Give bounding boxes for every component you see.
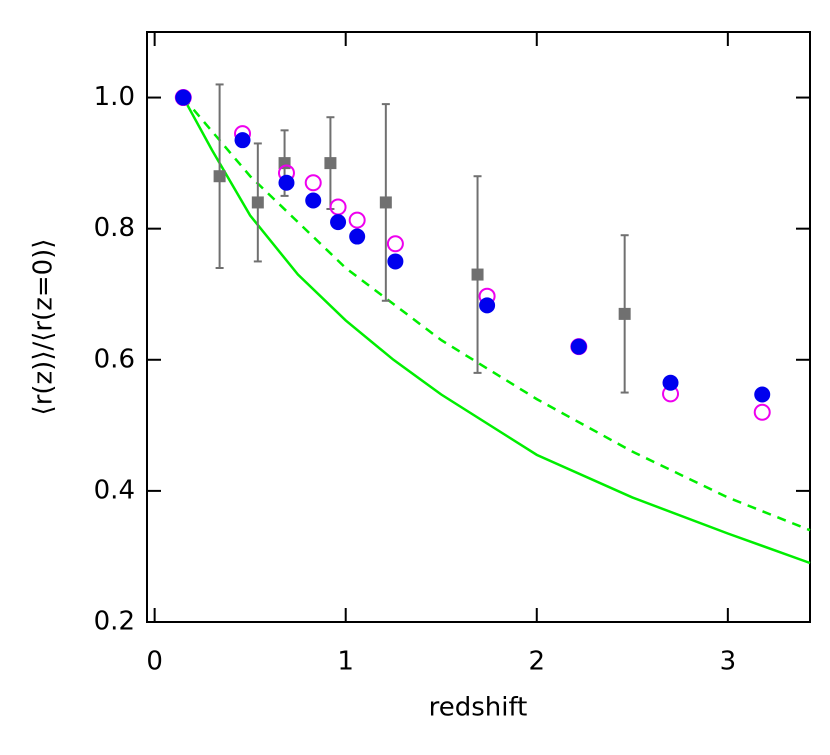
y-tick-label: 0.8: [94, 213, 135, 243]
filled-marker: [234, 132, 251, 149]
filled-marker: [305, 192, 322, 209]
open-marker: [753, 403, 771, 421]
open-marker: [348, 211, 366, 229]
square-marker: [379, 196, 392, 209]
filled-marker: [175, 89, 192, 106]
y-tick-label: 1.0: [94, 82, 135, 112]
square-marker: [213, 170, 226, 183]
y-axis-label: ⟨r(z)⟩/⟨r(z=0)⟩: [29, 239, 59, 416]
x-tick-label: 1: [337, 647, 354, 677]
square-marker: [324, 157, 337, 170]
x-tick-label: 2: [529, 647, 546, 677]
model-curve: [182, 96, 811, 565]
x-tick-label: 3: [720, 647, 737, 677]
square-marker: [618, 307, 631, 320]
open-marker: [304, 174, 322, 192]
filled-marker: [570, 338, 587, 355]
y-tick-label: 0.6: [94, 344, 135, 374]
filled-marker: [330, 214, 347, 231]
open-marker: [386, 235, 404, 253]
filled-marker: [662, 374, 679, 391]
plot-frame: [146, 31, 811, 623]
model-curve: [182, 96, 811, 532]
square-marker: [471, 268, 484, 281]
open-marker: [329, 198, 347, 216]
x-axis-label: redshift: [429, 693, 528, 723]
filled-marker: [278, 174, 295, 191]
y-tick-label: 0.2: [94, 607, 135, 637]
square-marker: [251, 196, 264, 209]
filled-marker: [479, 297, 496, 314]
y-tick-label: 0.4: [94, 475, 135, 505]
filled-marker: [387, 253, 404, 270]
filled-marker: [754, 386, 771, 403]
filled-marker: [349, 228, 366, 245]
x-tick-label: 0: [146, 647, 163, 677]
